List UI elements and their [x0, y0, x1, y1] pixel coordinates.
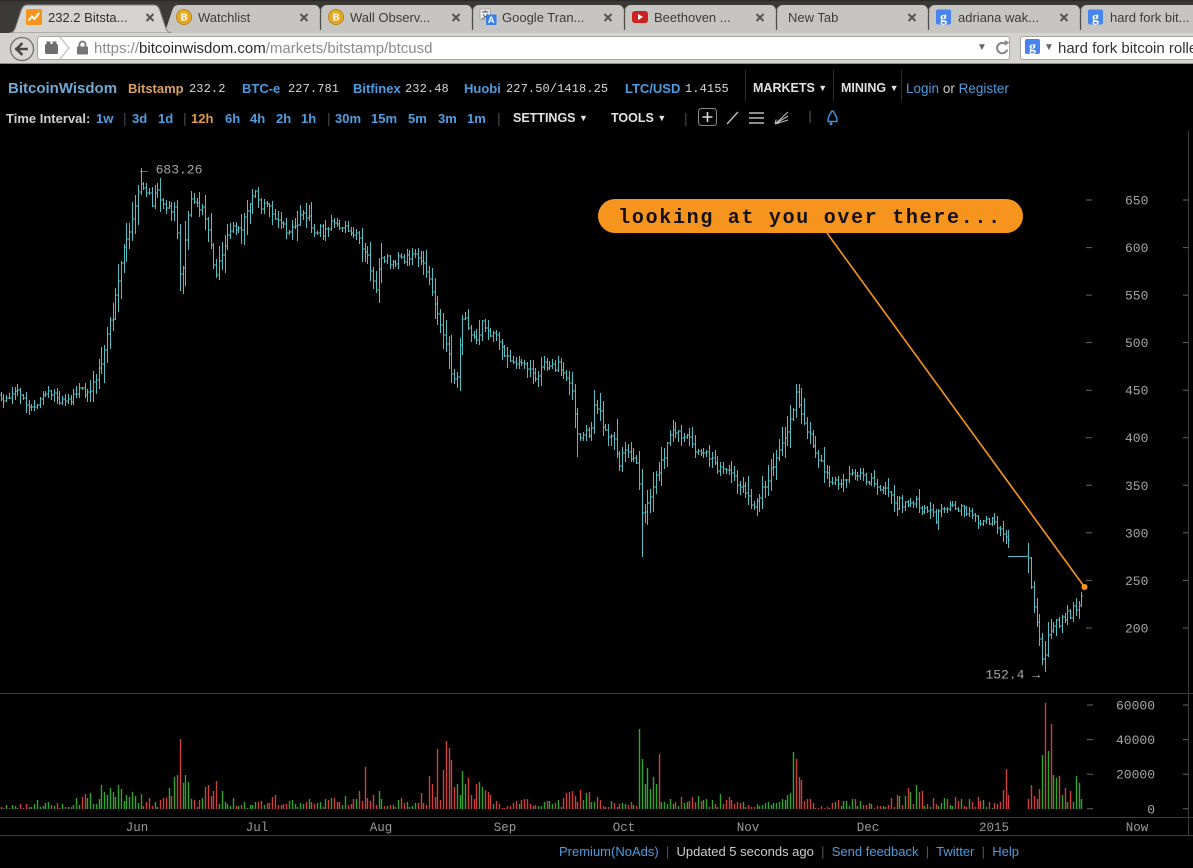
svg-text:350: 350 [1125, 479, 1148, 494]
svg-text:400: 400 [1125, 431, 1148, 446]
svg-text:200: 200 [1125, 622, 1148, 637]
svg-text:← 683.26: ← 683.26 [140, 163, 202, 178]
svg-text:60000: 60000 [1116, 699, 1155, 714]
svg-text:Dec: Dec [857, 821, 880, 835]
svg-text:232.2 Bitsta...: 232.2 Bitsta... [48, 10, 128, 25]
svg-text:B: B [180, 13, 187, 24]
svg-text:B: B [332, 13, 339, 24]
svg-text:0: 0 [1147, 802, 1155, 817]
svg-text:250: 250 [1125, 574, 1148, 589]
svg-text:Google Tran...: Google Tran... [502, 10, 584, 25]
svg-text:looking at you over there...: looking at you over there... [618, 207, 1002, 230]
svg-text:g: g [1092, 11, 1099, 26]
svg-text:A: A [488, 15, 495, 26]
svg-text:2015: 2015 [979, 821, 1009, 835]
svg-text:adriana wak...: adriana wak... [958, 10, 1039, 25]
svg-text:650: 650 [1125, 194, 1148, 209]
svg-text:Wall Observ...: Wall Observ... [350, 10, 430, 25]
svg-text:Jul: Jul [246, 821, 269, 835]
svg-text:Beethoven ...: Beethoven ... [654, 10, 731, 25]
svg-text:Sep: Sep [494, 821, 517, 835]
svg-text:20000: 20000 [1116, 768, 1155, 783]
svg-text:300: 300 [1125, 526, 1148, 541]
svg-text:Jun: Jun [126, 821, 149, 835]
svg-text:600: 600 [1125, 241, 1148, 256]
svg-text:Nov: Nov [737, 821, 760, 835]
svg-text:Oct: Oct [613, 821, 636, 835]
svg-text:hard fork bit...: hard fork bit... [1110, 10, 1189, 25]
svg-text:Aug: Aug [370, 821, 393, 835]
svg-text:40000: 40000 [1116, 733, 1155, 748]
svg-text:New Tab: New Tab [788, 10, 838, 25]
svg-text:500: 500 [1125, 336, 1148, 351]
svg-text:g: g [1029, 40, 1036, 54]
svg-text:450: 450 [1125, 384, 1148, 399]
svg-text:152.4 →: 152.4 → [985, 668, 1040, 683]
svg-text:Watchlist: Watchlist [198, 10, 251, 25]
svg-text:550: 550 [1125, 289, 1148, 304]
svg-text:Now: Now [1126, 821, 1149, 835]
svg-text:g: g [940, 11, 947, 26]
